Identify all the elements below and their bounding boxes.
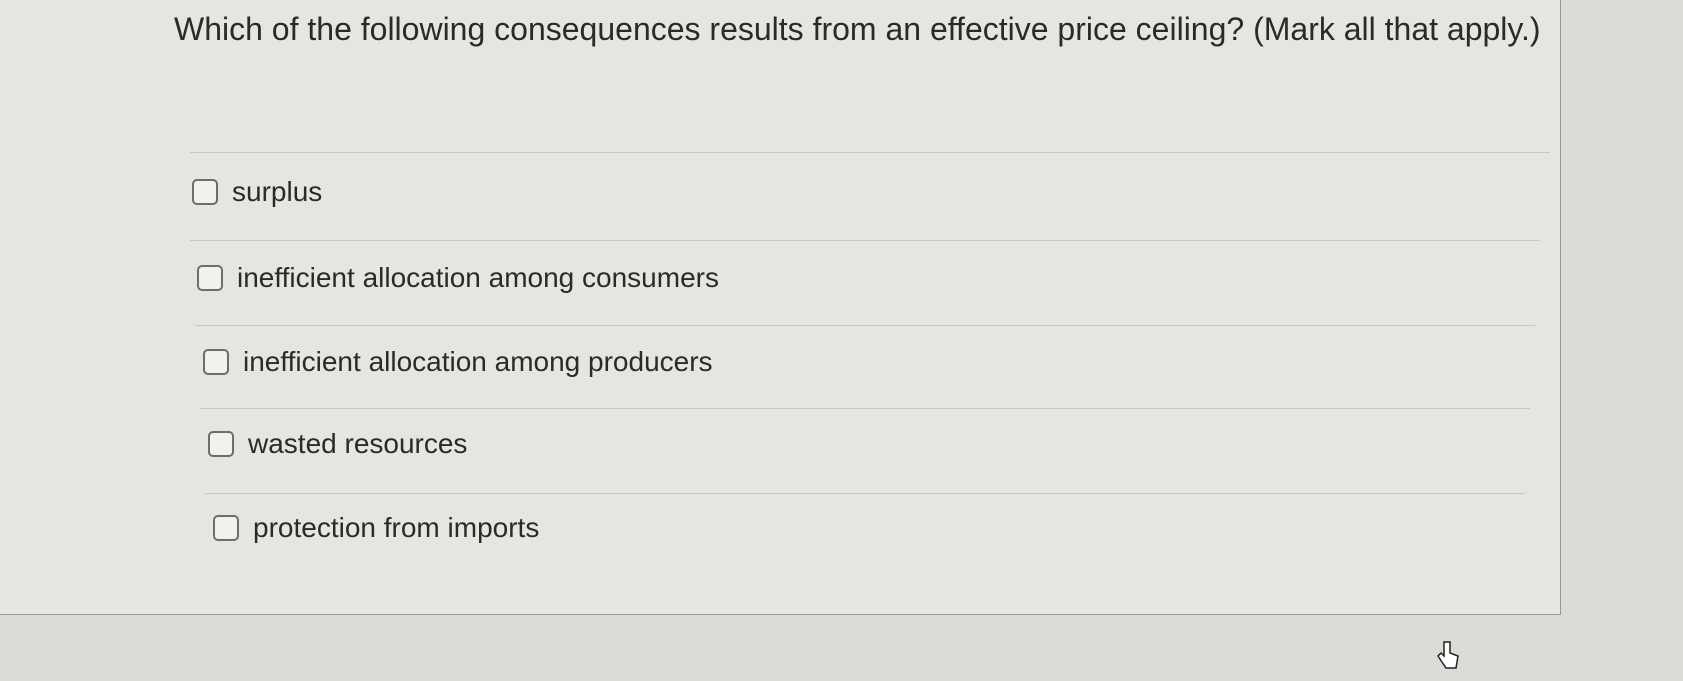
option: inefficient allocation among producers	[203, 346, 713, 378]
checkbox[interactable]	[208, 431, 234, 457]
separator	[195, 325, 1535, 326]
separator	[190, 152, 1550, 153]
separator	[205, 493, 1525, 494]
separator	[200, 408, 1530, 409]
separator	[190, 240, 1540, 241]
option: protection from imports	[213, 512, 539, 544]
question-text: Which of the following consequences resu…	[174, 11, 1541, 47]
checkbox[interactable]	[197, 265, 223, 291]
checkbox[interactable]	[203, 349, 229, 375]
option-label[interactable]: surplus	[232, 176, 323, 207]
checkbox[interactable]	[213, 515, 239, 541]
option-label[interactable]: inefficient allocation among consumers	[237, 262, 719, 293]
question-card: Which of the following consequences resu…	[0, 0, 1561, 615]
checkbox[interactable]	[192, 179, 218, 205]
hand-cursor	[1437, 641, 1459, 669]
option-label[interactable]: wasted resources	[248, 428, 468, 459]
option: wasted resources	[208, 428, 467, 460]
option: inefficient allocation among consumers	[197, 262, 719, 294]
option-label[interactable]: inefficient allocation among producers	[243, 346, 713, 377]
option-label[interactable]: protection from imports	[253, 512, 540, 543]
option: surplus	[192, 176, 322, 208]
